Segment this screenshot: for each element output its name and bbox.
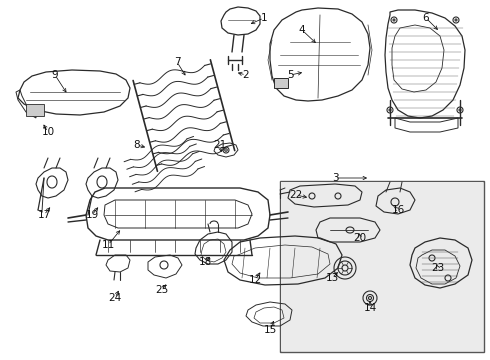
Text: 3: 3 bbox=[332, 173, 338, 183]
Bar bbox=[281, 182, 483, 351]
Bar bbox=[274, 78, 288, 88]
Text: 5: 5 bbox=[287, 70, 294, 80]
Bar bbox=[26, 104, 44, 116]
Text: 4: 4 bbox=[299, 25, 305, 35]
Text: 6: 6 bbox=[423, 13, 429, 23]
Text: 23: 23 bbox=[431, 263, 444, 273]
Text: 21: 21 bbox=[213, 140, 227, 150]
Text: 16: 16 bbox=[392, 205, 405, 215]
Text: 2: 2 bbox=[243, 70, 249, 80]
Text: 24: 24 bbox=[108, 293, 122, 303]
Text: 10: 10 bbox=[42, 127, 54, 137]
Text: 8: 8 bbox=[134, 140, 140, 150]
Text: 15: 15 bbox=[264, 325, 277, 335]
Text: 11: 11 bbox=[101, 240, 115, 250]
Text: 22: 22 bbox=[290, 190, 303, 200]
Text: 1: 1 bbox=[261, 13, 268, 23]
Text: 17: 17 bbox=[37, 210, 50, 220]
Text: 7: 7 bbox=[173, 57, 180, 67]
Text: 14: 14 bbox=[364, 303, 377, 313]
Text: 25: 25 bbox=[155, 285, 169, 295]
Text: 19: 19 bbox=[85, 210, 98, 220]
Text: 18: 18 bbox=[198, 257, 212, 267]
Text: 13: 13 bbox=[325, 273, 339, 283]
Bar bbox=[280, 181, 484, 352]
Text: 20: 20 bbox=[353, 233, 367, 243]
Text: 9: 9 bbox=[51, 70, 58, 80]
Text: 12: 12 bbox=[248, 275, 262, 285]
